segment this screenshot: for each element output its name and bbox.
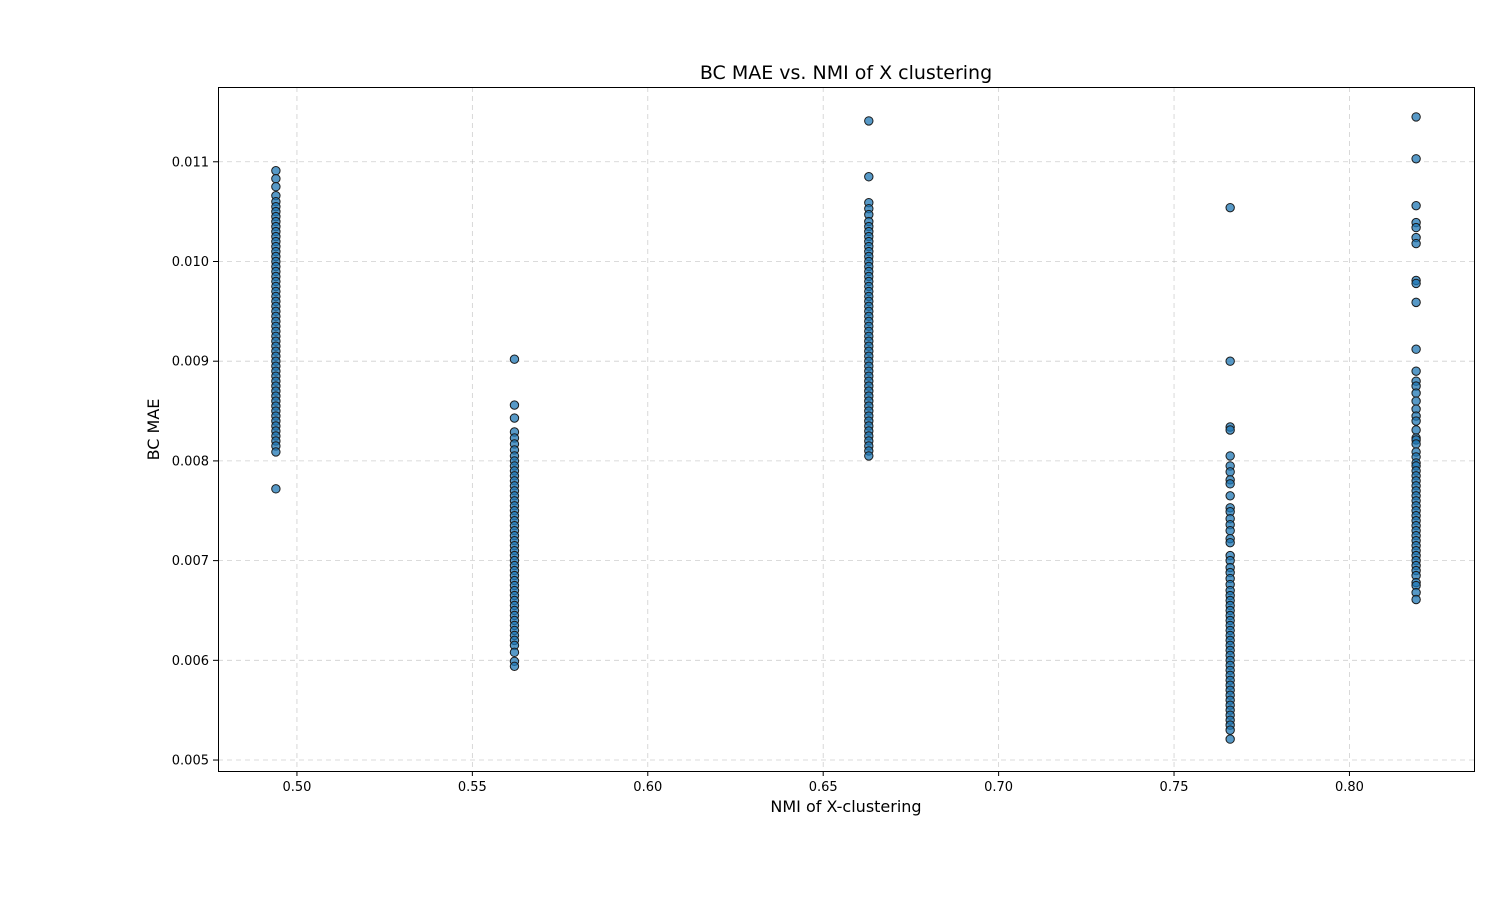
y-axis-label: BC MAE [144,399,163,461]
data-points [271,112,1421,744]
x-tick-label: 0.75 [1160,780,1189,795]
chart-title: BC MAE vs. NMI of X clustering [700,62,992,84]
x-tick-label: 0.55 [458,780,487,795]
x-axis-label: NMI of X-clustering [770,797,921,816]
data-point [1225,526,1235,536]
data-point [1225,451,1235,461]
data-point [1411,396,1421,406]
data-point [1411,388,1421,398]
data-point [1411,416,1421,426]
data-point [1411,278,1421,289]
y-tick-label: 0.007 [172,554,209,569]
grid [218,87,1474,771]
data-point [1225,537,1235,548]
y-tick-label: 0.005 [172,754,209,769]
y-tick-label: 0.010 [172,255,209,270]
x-tick-label: 0.80 [1335,780,1364,795]
data-point [1411,425,1421,435]
y-tick-label: 0.009 [172,355,209,370]
x-tick-label: 0.70 [984,780,1013,795]
y-axis-ticks: 0.005 0.006 0.007 0.008 0.009 0.010 0.011 [172,155,218,769]
x-tick-label: 0.60 [633,780,662,795]
data-point [1411,344,1421,354]
x-tick-label: 0.50 [282,780,311,795]
data-point [509,661,520,672]
data-point [1411,366,1421,376]
data-point [1225,734,1235,744]
data-point [1225,479,1235,489]
data-point [509,354,520,364]
data-point [1411,297,1421,308]
data-point [1411,154,1421,164]
data-point [509,647,520,658]
x-tick-label: 0.65 [809,780,838,795]
y-tick-label: 0.006 [172,654,209,669]
plot-frame [218,87,1475,772]
data-point [1411,200,1421,211]
data-point [509,413,520,423]
data-point [1225,725,1235,735]
data-point [1225,425,1235,435]
data-point [271,174,281,184]
data-point [271,182,281,192]
data-point [1411,238,1421,249]
data-point [1411,112,1421,122]
data-point [1225,467,1235,477]
data-point [1225,202,1235,213]
data-point [1225,491,1235,501]
data-point [1411,594,1421,605]
data-point [509,400,520,410]
data-point [864,172,874,182]
data-point [271,166,281,176]
x-axis-ticks: 0.50 0.55 0.60 0.65 0.70 0.75 0.80 [282,771,1364,795]
y-tick-label: 0.011 [172,155,209,170]
y-tick-label: 0.008 [172,454,209,469]
data-point [864,116,874,126]
data-point [1411,439,1421,449]
data-point [1411,222,1421,233]
data-point [864,451,874,461]
data-point [271,484,281,494]
data-point [1225,356,1235,366]
data-point [271,447,281,457]
